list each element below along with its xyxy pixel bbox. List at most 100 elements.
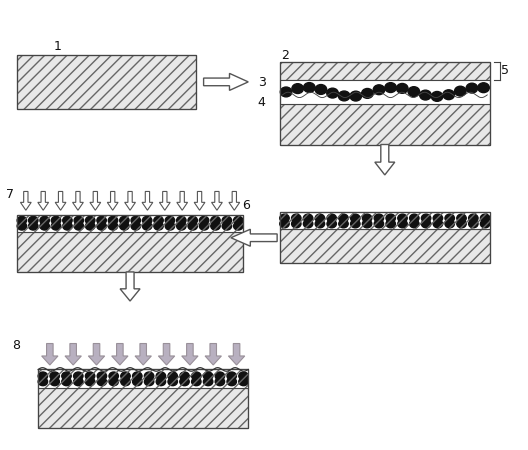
Circle shape bbox=[410, 214, 419, 222]
Circle shape bbox=[29, 222, 38, 230]
Circle shape bbox=[131, 216, 140, 225]
Circle shape bbox=[222, 216, 232, 225]
Circle shape bbox=[362, 214, 372, 222]
Circle shape bbox=[362, 89, 373, 99]
Bar bbox=[38, 388, 248, 428]
Circle shape bbox=[62, 378, 71, 386]
Circle shape bbox=[386, 214, 395, 222]
Circle shape bbox=[304, 83, 315, 92]
Circle shape bbox=[29, 216, 38, 225]
Circle shape bbox=[168, 378, 177, 386]
Circle shape bbox=[154, 216, 163, 225]
Circle shape bbox=[38, 372, 48, 380]
Polygon shape bbox=[231, 229, 277, 246]
Polygon shape bbox=[72, 191, 83, 210]
Circle shape bbox=[143, 216, 152, 225]
Circle shape bbox=[239, 372, 248, 380]
Circle shape bbox=[431, 91, 443, 101]
Circle shape bbox=[215, 372, 224, 380]
Circle shape bbox=[433, 214, 442, 222]
Circle shape bbox=[327, 214, 336, 222]
Circle shape bbox=[222, 222, 232, 230]
Circle shape bbox=[154, 222, 163, 230]
Polygon shape bbox=[90, 191, 101, 210]
Text: 5: 5 bbox=[501, 64, 509, 77]
Polygon shape bbox=[204, 73, 248, 90]
Circle shape bbox=[410, 220, 419, 228]
Circle shape bbox=[327, 88, 338, 98]
Circle shape bbox=[97, 222, 106, 230]
Circle shape bbox=[468, 220, 478, 228]
Circle shape bbox=[362, 220, 372, 228]
Bar bbox=[280, 104, 490, 144]
Circle shape bbox=[455, 86, 466, 96]
Circle shape bbox=[156, 378, 166, 386]
Polygon shape bbox=[177, 191, 187, 210]
Polygon shape bbox=[55, 191, 66, 210]
Circle shape bbox=[211, 222, 220, 230]
Circle shape bbox=[233, 216, 243, 225]
Polygon shape bbox=[229, 343, 245, 365]
Circle shape bbox=[97, 378, 107, 386]
Circle shape bbox=[339, 220, 348, 228]
Circle shape bbox=[350, 91, 362, 101]
Text: 8: 8 bbox=[12, 339, 20, 352]
Bar bbox=[38, 369, 248, 428]
Circle shape bbox=[421, 214, 431, 222]
Circle shape bbox=[445, 214, 455, 222]
Circle shape bbox=[86, 216, 95, 225]
Circle shape bbox=[120, 216, 129, 225]
Circle shape bbox=[374, 214, 384, 222]
Circle shape bbox=[50, 372, 60, 380]
Circle shape bbox=[74, 216, 83, 225]
Circle shape bbox=[188, 222, 197, 230]
Circle shape bbox=[188, 216, 197, 225]
Circle shape bbox=[398, 220, 407, 228]
Circle shape bbox=[443, 90, 455, 99]
Bar bbox=[17, 215, 243, 232]
Polygon shape bbox=[182, 343, 198, 365]
Circle shape bbox=[420, 90, 431, 100]
Circle shape bbox=[121, 378, 130, 386]
Polygon shape bbox=[229, 191, 240, 210]
Circle shape bbox=[73, 378, 83, 386]
Circle shape bbox=[233, 222, 243, 230]
Polygon shape bbox=[125, 191, 136, 210]
Bar bbox=[280, 230, 490, 263]
Circle shape bbox=[315, 220, 325, 228]
Circle shape bbox=[227, 372, 237, 380]
Circle shape bbox=[62, 372, 71, 380]
Circle shape bbox=[51, 216, 61, 225]
Bar bbox=[38, 369, 248, 388]
Circle shape bbox=[121, 372, 130, 380]
Circle shape bbox=[50, 378, 60, 386]
Circle shape bbox=[176, 216, 186, 225]
Bar bbox=[17, 55, 196, 109]
Polygon shape bbox=[38, 191, 49, 210]
Circle shape bbox=[97, 216, 106, 225]
Polygon shape bbox=[158, 343, 175, 365]
Circle shape bbox=[480, 220, 490, 228]
Circle shape bbox=[478, 83, 489, 93]
Circle shape bbox=[315, 214, 325, 222]
Bar bbox=[17, 215, 243, 232]
Polygon shape bbox=[112, 343, 128, 365]
Circle shape bbox=[433, 220, 442, 228]
Circle shape bbox=[304, 220, 313, 228]
Polygon shape bbox=[142, 191, 153, 210]
Circle shape bbox=[108, 222, 118, 230]
Polygon shape bbox=[212, 191, 222, 210]
Circle shape bbox=[304, 214, 313, 222]
Circle shape bbox=[203, 378, 213, 386]
Polygon shape bbox=[135, 343, 152, 365]
Bar bbox=[280, 62, 490, 80]
Circle shape bbox=[165, 216, 175, 225]
Circle shape bbox=[280, 220, 289, 228]
Circle shape bbox=[156, 372, 166, 380]
Polygon shape bbox=[107, 191, 118, 210]
Circle shape bbox=[144, 378, 154, 386]
Circle shape bbox=[165, 222, 175, 230]
Polygon shape bbox=[194, 191, 205, 210]
Circle shape bbox=[385, 83, 397, 93]
Circle shape bbox=[339, 214, 348, 222]
